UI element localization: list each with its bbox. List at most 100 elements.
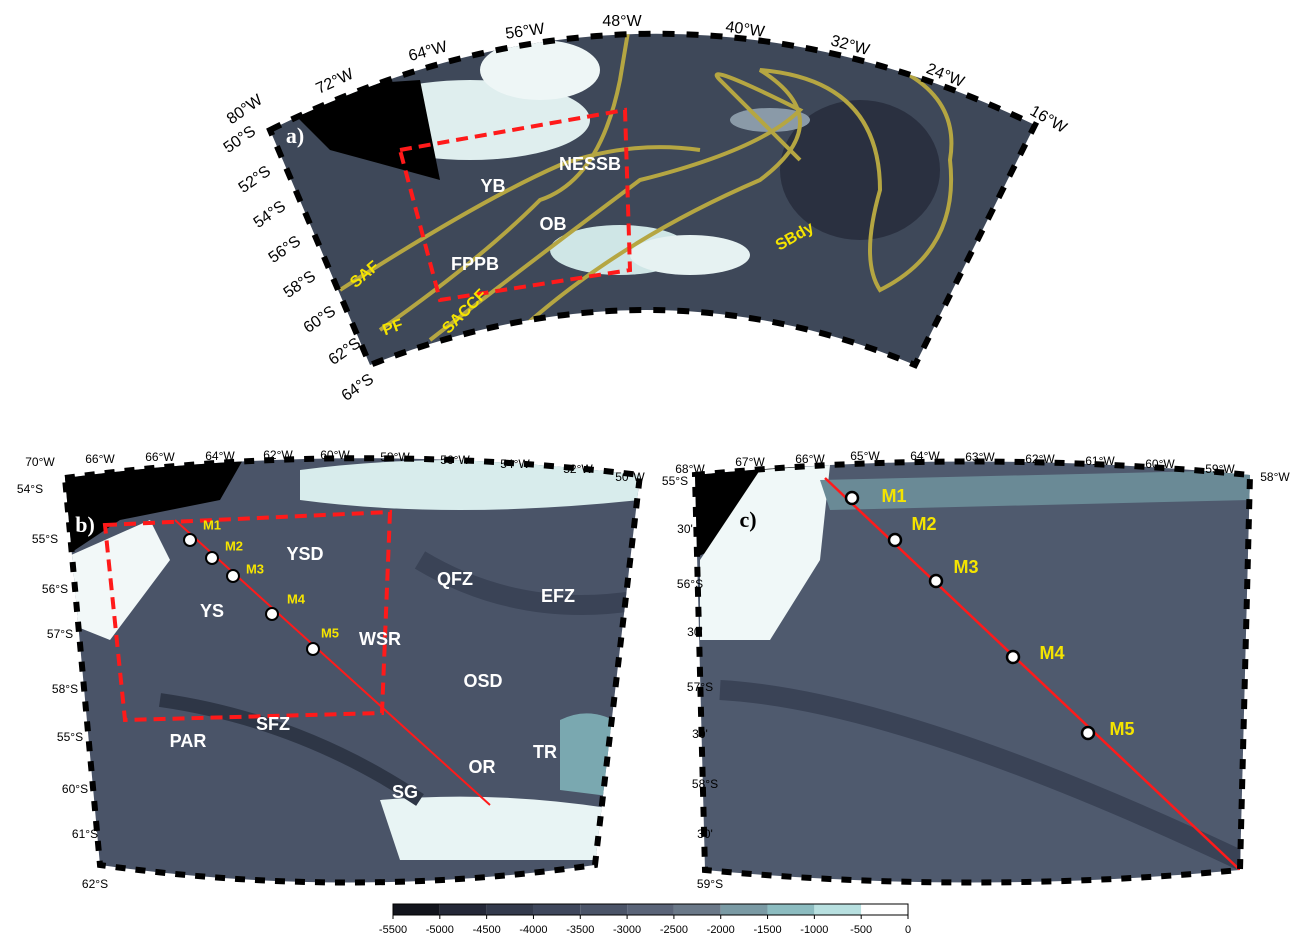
lon-label: 63°W — [965, 450, 995, 464]
mooring — [184, 534, 196, 546]
lat-label: 50°S — [221, 123, 259, 157]
region-label: SFZ — [256, 714, 290, 734]
colorbar-tick-label: -4500 — [473, 924, 501, 936]
region-label: OR — [469, 757, 496, 777]
panel-label: c) — [739, 507, 756, 532]
region-label: SG — [392, 782, 418, 802]
mooring-label: M3 — [953, 557, 978, 577]
colorbar-swatch — [814, 904, 861, 915]
colorbar-tick-label: -5500 — [379, 924, 407, 936]
lat-label: 30' — [687, 625, 703, 639]
colorbar-tick-label: 0 — [905, 924, 911, 936]
mooring-label: M2 — [911, 514, 936, 534]
mooring — [206, 552, 218, 564]
mooring — [846, 492, 858, 504]
colorbar-swatch — [627, 904, 674, 915]
region-label: TR — [533, 742, 557, 762]
lat-label: 61°S — [72, 827, 98, 841]
lon-label: 66°W — [145, 450, 175, 464]
region-label: FPPB — [451, 254, 499, 274]
lat-label: 57°S — [47, 627, 73, 641]
lat-label: 58°S — [281, 268, 319, 302]
lon-label: 64°W — [910, 449, 940, 463]
mooring-label: M2 — [225, 538, 243, 553]
colorbar-tick-label: -1000 — [800, 924, 828, 936]
colorbar-tick-label: -2500 — [660, 924, 688, 936]
mooring — [266, 608, 278, 620]
mooring-label: M1 — [881, 486, 906, 506]
lat-label: 56°S — [266, 233, 304, 267]
colorbar-swatch — [768, 904, 815, 915]
lat-label: 30' — [697, 827, 713, 841]
colorbar-tick-label: -1500 — [753, 924, 781, 936]
colorbar-tick-label: -2000 — [707, 924, 735, 936]
mooring — [307, 643, 319, 655]
colorbar-swatch — [580, 904, 627, 915]
region-label: WSR — [359, 629, 401, 649]
colorbar-swatch — [393, 904, 440, 915]
region-label: YS — [200, 601, 224, 621]
lon-label: 48°W — [602, 13, 642, 30]
lat-label: 56°S — [677, 577, 703, 591]
lon-label: 62°W — [263, 448, 293, 462]
lon-label: 65°W — [850, 449, 880, 463]
panel-label: b) — [75, 512, 95, 537]
colorbar-tick-label: -3000 — [613, 924, 641, 936]
lon-label: 50°W — [615, 470, 645, 484]
lat-label: 64°S — [339, 371, 377, 405]
region-label: NESSB — [559, 154, 621, 174]
lon-label: 62°W — [1025, 452, 1055, 466]
lon-label: 70°W — [25, 455, 55, 469]
lat-label: 62°S — [326, 335, 364, 369]
lon-label: 60°W — [320, 448, 350, 462]
panel-label: a) — [286, 123, 304, 148]
region-label: OB — [540, 214, 567, 234]
lon-label: 60°W — [1145, 457, 1175, 471]
lon-label: 56°W — [440, 453, 470, 467]
mooring — [889, 534, 901, 546]
lat-label: 52°S — [236, 163, 274, 197]
lat-label: 62°S — [82, 877, 108, 891]
figure: -5500-5000-4500-4000-3500-3000-2500-2000… — [0, 0, 1300, 940]
colorbar-swatch — [861, 904, 908, 915]
lat-label: 60°S — [62, 782, 88, 796]
colorbar-tick-label: -4000 — [519, 924, 547, 936]
mooring-label: M1 — [203, 517, 221, 532]
mooring — [227, 570, 239, 582]
region-label: PAR — [170, 731, 207, 751]
region-label: YB — [480, 176, 505, 196]
lat-label: 30' — [692, 727, 708, 741]
lat-label: 59°S — [697, 877, 723, 891]
map-b — [60, 430, 650, 900]
lon-label: 66°W — [85, 452, 115, 466]
mooring-label: M3 — [246, 561, 264, 576]
lon-label: 58°W — [1260, 470, 1290, 484]
region-label: QFZ — [437, 569, 473, 589]
region-label: OSD — [463, 671, 502, 691]
lat-label: 54°S — [251, 198, 289, 232]
lon-label: 54°W — [500, 457, 530, 471]
lat-label: 58°S — [692, 777, 718, 791]
colorbar-swatch — [440, 904, 487, 915]
lat-label: 58°S — [52, 682, 78, 696]
region-label: EFZ — [541, 586, 575, 606]
mooring-label: M5 — [321, 625, 339, 640]
region-label: YSD — [286, 544, 323, 564]
map-c — [690, 440, 1260, 900]
colorbar-swatch — [533, 904, 580, 915]
mooring — [1007, 651, 1019, 663]
colorbar-swatch — [674, 904, 721, 915]
lon-label: 67°W — [735, 455, 765, 469]
mooring — [930, 575, 942, 587]
lat-label: 57°S — [687, 680, 713, 694]
lat-label: 30' — [677, 522, 693, 536]
lon-label: 72°W — [313, 65, 357, 97]
lon-label: 56°W — [504, 20, 546, 42]
lat-label: 55°S — [662, 474, 688, 488]
colorbar-tick-label: -5000 — [426, 924, 454, 936]
lon-label: 52°W — [563, 462, 593, 476]
lat-label: 56°S — [42, 582, 68, 596]
mooring-label: M5 — [1109, 719, 1134, 739]
colorbar-tick-label: -500 — [850, 924, 872, 936]
colorbar-swatch — [721, 904, 768, 915]
